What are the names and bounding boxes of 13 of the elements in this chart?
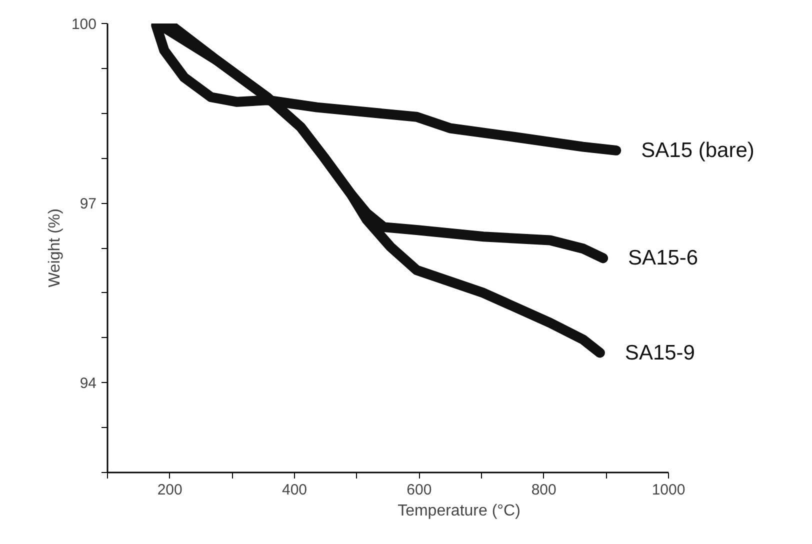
series-label: SA15-9 <box>624 341 695 364</box>
x-tick-label: 200 <box>157 482 182 498</box>
y-tick-label: 94 <box>80 375 97 392</box>
y-tick-label: 100 <box>71 16 97 33</box>
x-axis-title: Temperature (°C) <box>398 502 520 520</box>
x-tick-label: 800 <box>531 482 556 498</box>
x-tick-label: 1000 <box>652 482 686 498</box>
x-tick-label: 400 <box>282 482 308 498</box>
series-label: SA15 (bare) <box>641 138 754 162</box>
y-axis-title: Weight (%) <box>46 208 64 288</box>
series-label: SA15-6 <box>628 246 698 270</box>
y-tick-label: 97 <box>80 196 97 213</box>
x-tick-label: 600 <box>406 482 432 498</box>
